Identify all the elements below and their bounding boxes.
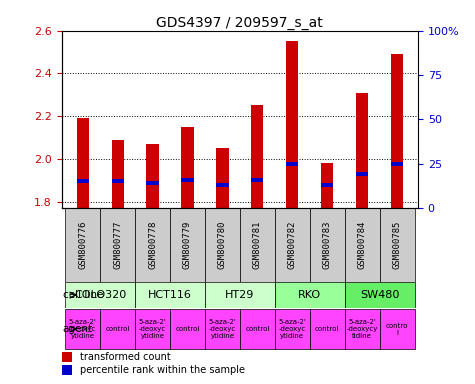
Text: SW480: SW480: [360, 290, 399, 300]
FancyBboxPatch shape: [275, 309, 310, 349]
FancyBboxPatch shape: [65, 282, 135, 308]
Bar: [62, 352, 72, 362]
Bar: [216, 183, 228, 187]
Bar: [112, 179, 124, 183]
Text: percentile rank within the sample: percentile rank within the sample: [80, 365, 245, 375]
Text: control: control: [105, 326, 130, 332]
Bar: [146, 181, 159, 185]
Bar: [216, 148, 228, 208]
Bar: [181, 178, 194, 182]
Text: 5-aza-2'
-deoxyc
ytidine: 5-aza-2' -deoxyc ytidine: [139, 319, 166, 339]
Text: 5-aza-2'
-deoxycy
tidine: 5-aza-2' -deoxycy tidine: [346, 319, 378, 339]
Text: 5-aza-2'
-deoxyc
ytidine: 5-aza-2' -deoxyc ytidine: [69, 319, 96, 339]
FancyBboxPatch shape: [135, 282, 205, 308]
Text: GSM800781: GSM800781: [253, 221, 262, 269]
Text: cell line: cell line: [63, 290, 103, 300]
FancyBboxPatch shape: [345, 208, 380, 282]
FancyBboxPatch shape: [170, 208, 205, 282]
Text: GSM800785: GSM800785: [392, 221, 401, 269]
Text: HCT116: HCT116: [148, 290, 192, 300]
FancyBboxPatch shape: [205, 282, 275, 308]
FancyBboxPatch shape: [310, 309, 345, 349]
FancyBboxPatch shape: [380, 309, 415, 349]
Text: transformed count: transformed count: [80, 352, 171, 362]
FancyBboxPatch shape: [65, 208, 100, 282]
Bar: [356, 172, 368, 176]
Bar: [391, 54, 403, 208]
FancyBboxPatch shape: [65, 309, 100, 349]
FancyBboxPatch shape: [275, 282, 345, 308]
Bar: [391, 162, 403, 166]
FancyBboxPatch shape: [240, 309, 275, 349]
Bar: [321, 163, 333, 208]
Text: COLO320: COLO320: [74, 290, 126, 300]
FancyBboxPatch shape: [380, 208, 415, 282]
FancyBboxPatch shape: [240, 208, 275, 282]
Bar: [146, 144, 159, 208]
Text: GSM800777: GSM800777: [113, 221, 122, 269]
Bar: [62, 365, 72, 375]
Bar: [181, 127, 194, 208]
Bar: [251, 106, 264, 208]
Text: control: control: [245, 326, 269, 332]
Title: GDS4397 / 209597_s_at: GDS4397 / 209597_s_at: [156, 16, 323, 30]
Bar: [76, 118, 89, 208]
Bar: [251, 178, 264, 182]
Text: RKO: RKO: [298, 290, 321, 300]
FancyBboxPatch shape: [100, 309, 135, 349]
FancyBboxPatch shape: [205, 309, 240, 349]
Text: GSM800779: GSM800779: [183, 221, 192, 269]
FancyBboxPatch shape: [275, 208, 310, 282]
FancyBboxPatch shape: [100, 208, 135, 282]
Text: HT29: HT29: [225, 290, 255, 300]
Text: 5-aza-2'
-deoxyc
ytidine: 5-aza-2' -deoxyc ytidine: [278, 319, 306, 339]
FancyBboxPatch shape: [345, 309, 380, 349]
Text: GSM800782: GSM800782: [288, 221, 297, 269]
FancyBboxPatch shape: [135, 208, 170, 282]
Text: control: control: [315, 326, 339, 332]
FancyBboxPatch shape: [205, 208, 240, 282]
Text: GSM800783: GSM800783: [323, 221, 332, 269]
Bar: [286, 41, 298, 208]
FancyBboxPatch shape: [170, 309, 205, 349]
Text: agent: agent: [63, 324, 93, 334]
FancyBboxPatch shape: [345, 282, 415, 308]
Text: GSM800776: GSM800776: [78, 221, 87, 269]
Text: contro
l: contro l: [386, 323, 408, 336]
Bar: [356, 93, 368, 208]
Bar: [76, 179, 89, 183]
FancyBboxPatch shape: [310, 208, 345, 282]
Bar: [112, 140, 124, 208]
Text: control: control: [175, 326, 200, 332]
Bar: [321, 183, 333, 187]
Text: GSM800780: GSM800780: [218, 221, 227, 269]
Text: GSM800778: GSM800778: [148, 221, 157, 269]
Text: GSM800784: GSM800784: [358, 221, 367, 269]
Text: 5-aza-2'
-deoxyc
ytidine: 5-aza-2' -deoxyc ytidine: [209, 319, 236, 339]
Bar: [286, 162, 298, 166]
FancyBboxPatch shape: [135, 309, 170, 349]
